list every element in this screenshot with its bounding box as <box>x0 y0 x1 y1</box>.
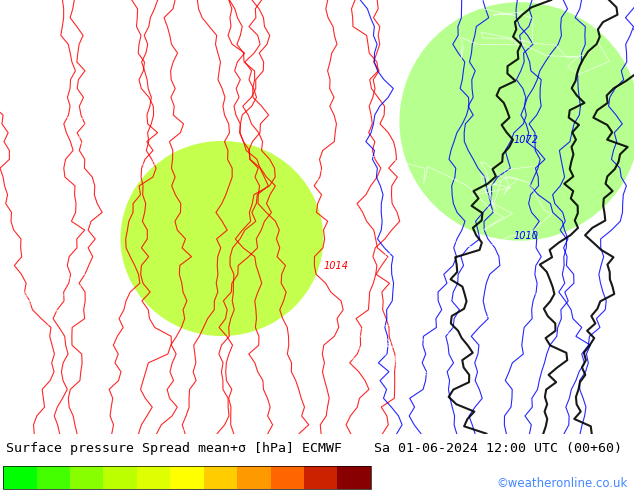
Text: 1010: 1010 <box>514 230 538 241</box>
Text: 1072: 1072 <box>514 135 538 145</box>
Bar <box>204 466 237 489</box>
Bar <box>271 466 304 489</box>
Text: ©weatheronline.co.uk: ©weatheronline.co.uk <box>496 477 628 490</box>
Bar <box>137 466 171 489</box>
Bar <box>304 466 337 489</box>
Bar <box>171 466 204 489</box>
Bar <box>103 466 137 489</box>
Bar <box>337 466 371 489</box>
Bar <box>70 466 103 489</box>
Text: Surface pressure Spread mean+σ [hPa] ECMWF    Sa 01-06-2024 12:00 UTC (00+60): Surface pressure Spread mean+σ [hPa] ECM… <box>6 442 623 455</box>
Bar <box>3 466 371 489</box>
Ellipse shape <box>120 141 323 336</box>
Text: 1014: 1014 <box>323 261 348 271</box>
Bar <box>37 466 70 489</box>
Bar <box>237 466 271 489</box>
Ellipse shape <box>399 2 634 241</box>
Bar <box>3 466 37 489</box>
